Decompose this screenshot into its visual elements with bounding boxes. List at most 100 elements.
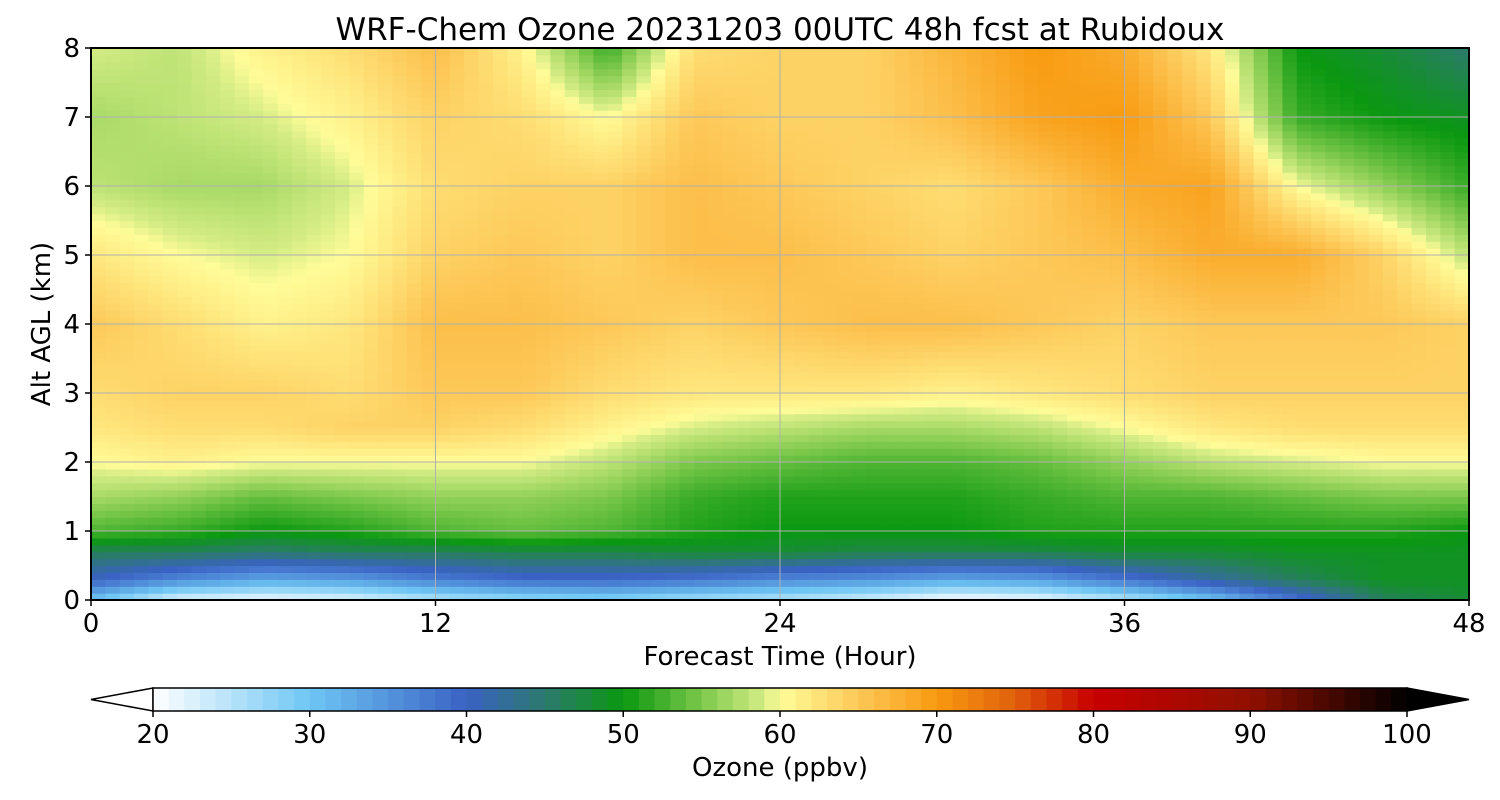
heat-cell	[1311, 413, 1327, 422]
heat-cell	[579, 303, 594, 311]
heat-cell	[650, 261, 666, 270]
heat-cell	[1382, 413, 1398, 422]
heat-cell	[1454, 531, 1469, 539]
heat-cell	[1253, 468, 1269, 477]
heat-cell	[980, 379, 996, 387]
heat-cell	[492, 289, 508, 297]
heat-cell	[564, 593, 580, 600]
heat-cell	[392, 261, 408, 270]
heat-cell	[464, 448, 480, 456]
heat-cell	[1296, 317, 1312, 325]
heat-cell	[105, 372, 121, 380]
heat-cell	[1124, 468, 1140, 477]
heat-cell	[751, 289, 767, 297]
heat-cell	[105, 537, 121, 546]
heat-cell	[909, 468, 925, 477]
heat-cell	[1153, 503, 1169, 511]
heat-cell	[335, 537, 350, 546]
heat-cell	[1339, 579, 1355, 587]
heat-cell	[220, 503, 236, 511]
heat-cell	[406, 358, 422, 366]
heat-cell	[1181, 572, 1197, 580]
heat-cell	[492, 441, 508, 449]
heat-cell	[378, 351, 394, 360]
heat-cell	[780, 475, 795, 484]
heat-cell	[1368, 441, 1384, 449]
heat-cell	[995, 330, 1011, 339]
heat-cell	[1196, 282, 1212, 291]
heat-cell	[1009, 496, 1025, 504]
heat-cell	[492, 510, 508, 518]
heat-cell	[1368, 517, 1384, 525]
heat-cell	[693, 503, 709, 511]
heat-cell	[593, 282, 609, 291]
heat-cell	[320, 593, 336, 600]
heat-cell	[794, 399, 810, 408]
heat-cell	[162, 372, 178, 380]
heat-cell	[320, 462, 336, 470]
heat-cell	[579, 434, 594, 442]
heat-cell	[794, 586, 810, 594]
heat-cell	[593, 317, 609, 325]
heat-cell	[234, 386, 250, 394]
heat-cell	[693, 268, 709, 277]
heat-cell	[1282, 455, 1298, 463]
heat-cell	[1325, 268, 1341, 277]
heat-cell	[449, 268, 465, 277]
heat-cell	[464, 565, 480, 573]
heat-cell	[851, 289, 867, 297]
heat-cell	[205, 448, 221, 456]
heat-cell	[851, 455, 867, 463]
heat-cell	[1067, 489, 1083, 498]
heat-cell	[780, 296, 795, 304]
heat-cell	[593, 475, 609, 484]
heat-cell	[277, 572, 293, 580]
heat-cell	[291, 330, 307, 339]
heat-cell	[851, 413, 867, 422]
heat-cell	[263, 248, 279, 256]
heat-cell	[837, 496, 853, 504]
heat-cell	[1009, 510, 1025, 518]
heat-cell	[1311, 448, 1327, 456]
heat-cell	[564, 289, 580, 297]
heat-cell	[492, 434, 508, 442]
heat-cell	[1382, 365, 1398, 373]
heat-cell	[478, 441, 494, 449]
heat-cell	[148, 317, 164, 325]
heat-cell	[335, 586, 350, 594]
heat-cell	[622, 517, 638, 525]
heat-cell	[780, 558, 795, 567]
heat-cell	[823, 248, 839, 256]
heat-cell	[1224, 275, 1240, 284]
heat-cell	[220, 427, 236, 435]
heat-cell	[363, 324, 379, 332]
heat-cell	[464, 434, 480, 442]
heat-cell	[1009, 475, 1025, 484]
heat-cell	[277, 255, 293, 263]
heat-cell	[478, 517, 494, 525]
heat-cell	[320, 579, 336, 587]
heat-cell	[1311, 324, 1327, 332]
heat-cell	[780, 330, 795, 339]
heat-cell	[1454, 351, 1469, 360]
heat-cell	[320, 413, 336, 422]
heat-cell	[622, 462, 638, 470]
heat-cell	[952, 310, 968, 318]
heat-cell	[1081, 358, 1097, 366]
heat-cell	[392, 510, 408, 518]
heat-cell	[1382, 441, 1398, 449]
heat-cell	[1210, 365, 1226, 373]
heat-cell	[277, 593, 293, 600]
heat-cell	[1196, 330, 1212, 339]
heat-cell	[708, 255, 724, 263]
heat-cell	[220, 358, 236, 366]
heat-cell	[1024, 462, 1039, 470]
heat-cell	[1354, 413, 1370, 422]
heat-cell	[162, 586, 178, 594]
heat-cell	[134, 510, 150, 518]
heat-cell	[564, 372, 580, 380]
heat-cell	[1239, 482, 1255, 491]
heat-cell	[1167, 524, 1183, 532]
heat-cell	[421, 420, 437, 429]
heat-cell	[291, 261, 307, 270]
